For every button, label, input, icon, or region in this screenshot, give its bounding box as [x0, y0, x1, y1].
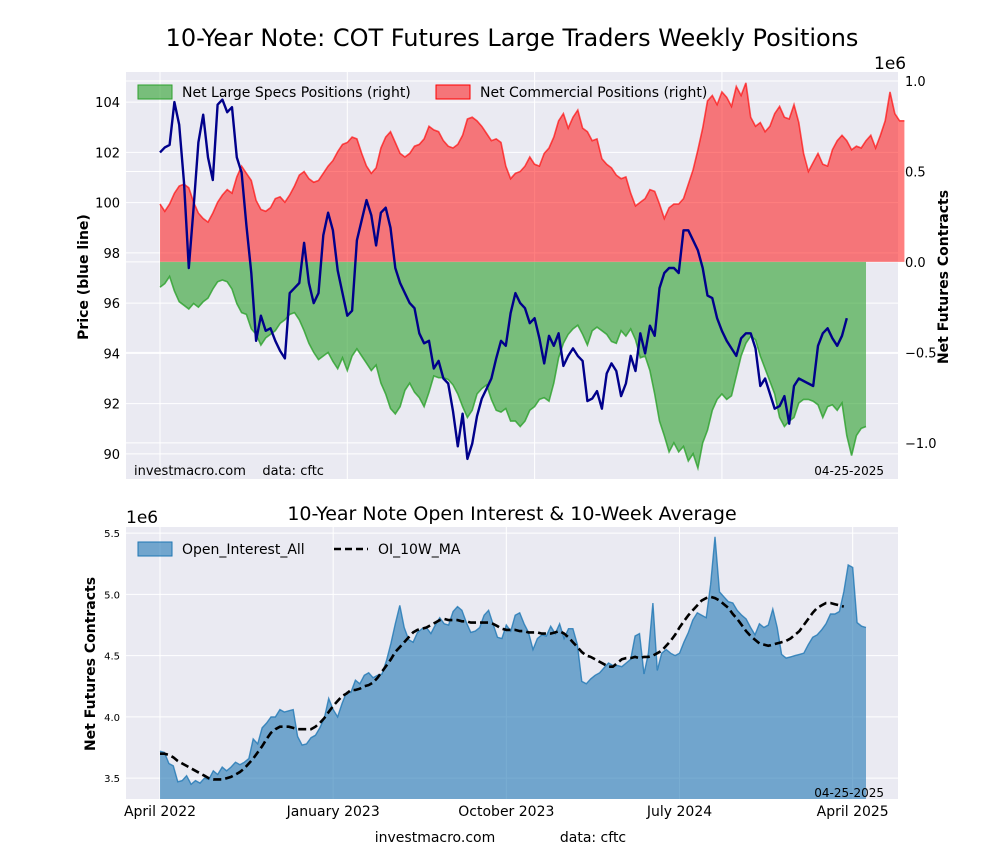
bottom-x-axis: April 2022 January 2023 October 2023 July 2…: [124, 804, 889, 820]
right-axis-label: Net Futures Contracts: [936, 190, 952, 364]
top-footer-date: 04-25-2025: [814, 464, 884, 478]
left-tick-label: 102: [95, 146, 120, 161]
legend-label-specs: Net Large Specs Positions (right): [182, 85, 411, 101]
top-areas: [159, 82, 905, 472]
oi-tick-label: 4.5: [104, 652, 120, 663]
right-tick-label: 0.0: [905, 256, 926, 271]
oi-tick-label: 5.5: [104, 529, 120, 540]
open-interest-area: [159, 536, 867, 799]
footer-source: data: cftc: [560, 830, 626, 846]
right-tick-label: −1.0: [905, 437, 937, 452]
bottom-legend: Open_Interest_All OI_10W_MA: [137, 541, 461, 558]
left-tick-label: 92: [103, 398, 120, 413]
oi-area: [160, 536, 866, 799]
oi-tick-label: 4.0: [104, 713, 120, 724]
oi-tick-label: 5.0: [104, 590, 120, 601]
left-tick-label: 100: [95, 197, 120, 212]
legend-swatch-open-interest: [137, 541, 173, 557]
right-tick-label: −0.5: [905, 346, 937, 361]
legend-label-open-interest: Open_Interest_All: [182, 542, 305, 558]
right-tick-label: 1.0: [905, 75, 926, 90]
legend-label-commercial: Net Commercial Positions (right): [480, 85, 707, 101]
date-tick-label: April 2025: [817, 804, 889, 820]
bottom-axis-multiplier: 1e6: [126, 508, 158, 528]
date-tick-label: October 2023: [458, 804, 554, 820]
top-price-line: [159, 98, 848, 461]
bottom-date-label: 04-25-2025: [814, 786, 884, 800]
left-axis-label: Price (blue line): [76, 214, 92, 340]
left-tick-label: 104: [95, 96, 120, 111]
left-tick-label: 98: [103, 247, 120, 262]
price-line: [159, 98, 848, 461]
oi-tick-label: 3.5: [104, 774, 120, 785]
left-tick-label: 94: [103, 347, 120, 362]
bottom-title: 10-Year Note Open Interest & 10-Week Ave…: [287, 503, 736, 525]
commercial-area: [160, 82, 905, 262]
date-tick-label: January 2023: [286, 804, 380, 820]
top-legend: Net Large Specs Positions (right) Net Co…: [137, 84, 707, 101]
specs-line: [159, 274, 867, 472]
commercial-line: [159, 82, 905, 224]
main-title: 10-Year Note: COT Futures Large Traders …: [166, 24, 859, 52]
specs-area: [160, 261, 866, 469]
date-tick-label: July 2024: [646, 804, 712, 820]
left-tick-label: 90: [103, 448, 120, 463]
footer-site: investmacro.com: [375, 830, 495, 846]
legend-swatch-commercial: [435, 84, 471, 100]
right-tick-label: 0.5: [905, 165, 926, 180]
legend-swatch-specs: [137, 84, 173, 100]
oi-line: [159, 536, 867, 786]
bottom-y-axis: 3.5 4.0 4.5 5.0 5.5: [104, 529, 120, 785]
top-right-axis: −1.0 −0.5 0.0 0.5 1.0: [905, 75, 937, 452]
top-left-axis: 90 92 94 96 98 100 102 104: [95, 96, 120, 463]
date-tick-label: April 2022: [124, 804, 196, 820]
top-footer-source: investmacro.com data: cftc: [134, 464, 324, 479]
left-tick-label: 96: [103, 297, 120, 312]
right-axis-multiplier: 1e6: [874, 54, 906, 74]
legend-label-ma: OI_10W_MA: [378, 542, 461, 558]
bottom-axis-label: Net Futures Contracts: [83, 577, 99, 751]
